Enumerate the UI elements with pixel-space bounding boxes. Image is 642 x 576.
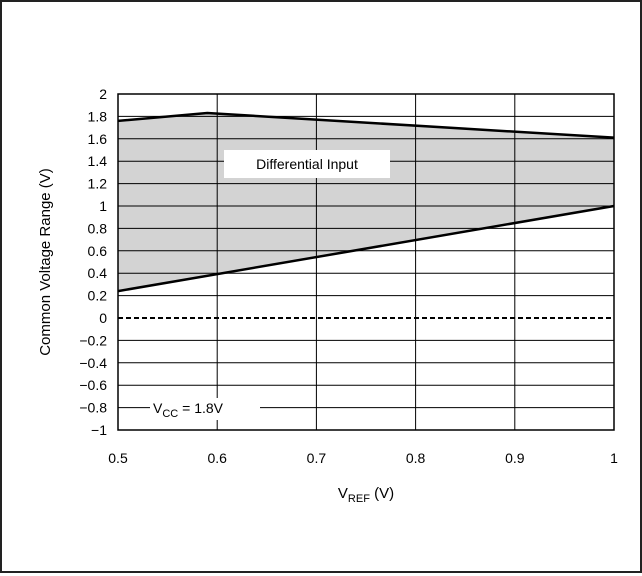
y-tick-label: 0.6	[88, 243, 108, 259]
x-tick-label: 0.8	[406, 450, 426, 466]
y-tick-label: −1	[91, 422, 107, 438]
y-tick-label: 0.2	[88, 288, 108, 304]
y-tick-label: −0.2	[79, 332, 107, 348]
y-tick-label: −0.4	[79, 355, 107, 371]
condition-label: VCC = 1.8V	[150, 398, 260, 420]
x-tick-label: 0.7	[307, 450, 327, 466]
y-tick-label: 0.8	[88, 220, 108, 236]
y-tick-label: 1.2	[88, 176, 108, 192]
differential-input-region	[118, 113, 614, 291]
condition-label-sub: CC	[162, 408, 178, 420]
x-tick-label: 0.9	[505, 450, 525, 466]
y-axis-label: Common Voltage Range (V)	[37, 168, 54, 356]
y-tick-label: 0.4	[88, 265, 108, 281]
y-tick-label: −0.6	[79, 377, 107, 393]
x-tick-label: 1	[610, 450, 618, 466]
region-label: Differential Input	[224, 150, 390, 178]
y-tick-label: 1.8	[88, 108, 108, 124]
y-tick-label: 1.4	[88, 153, 108, 169]
condition-label-rest: = 1.8V	[178, 400, 223, 416]
x-axis-label-sub: REF	[348, 493, 370, 505]
x-tick-label: 0.5	[108, 450, 128, 466]
y-tick-label: 1	[99, 198, 107, 214]
x-axis-label-main: V	[338, 485, 348, 502]
x-tick-label: 0.6	[207, 450, 227, 466]
x-axis-label-unit: (V)	[370, 485, 394, 502]
y-tick-label: 2	[99, 86, 107, 102]
y-tick-label: 0	[99, 310, 107, 326]
y-tick-label: −0.8	[79, 400, 107, 416]
region-label-text: Differential Input	[256, 156, 358, 172]
x-axis-label: VREF (V)	[338, 485, 394, 505]
y-tick-label: 1.6	[88, 131, 108, 147]
